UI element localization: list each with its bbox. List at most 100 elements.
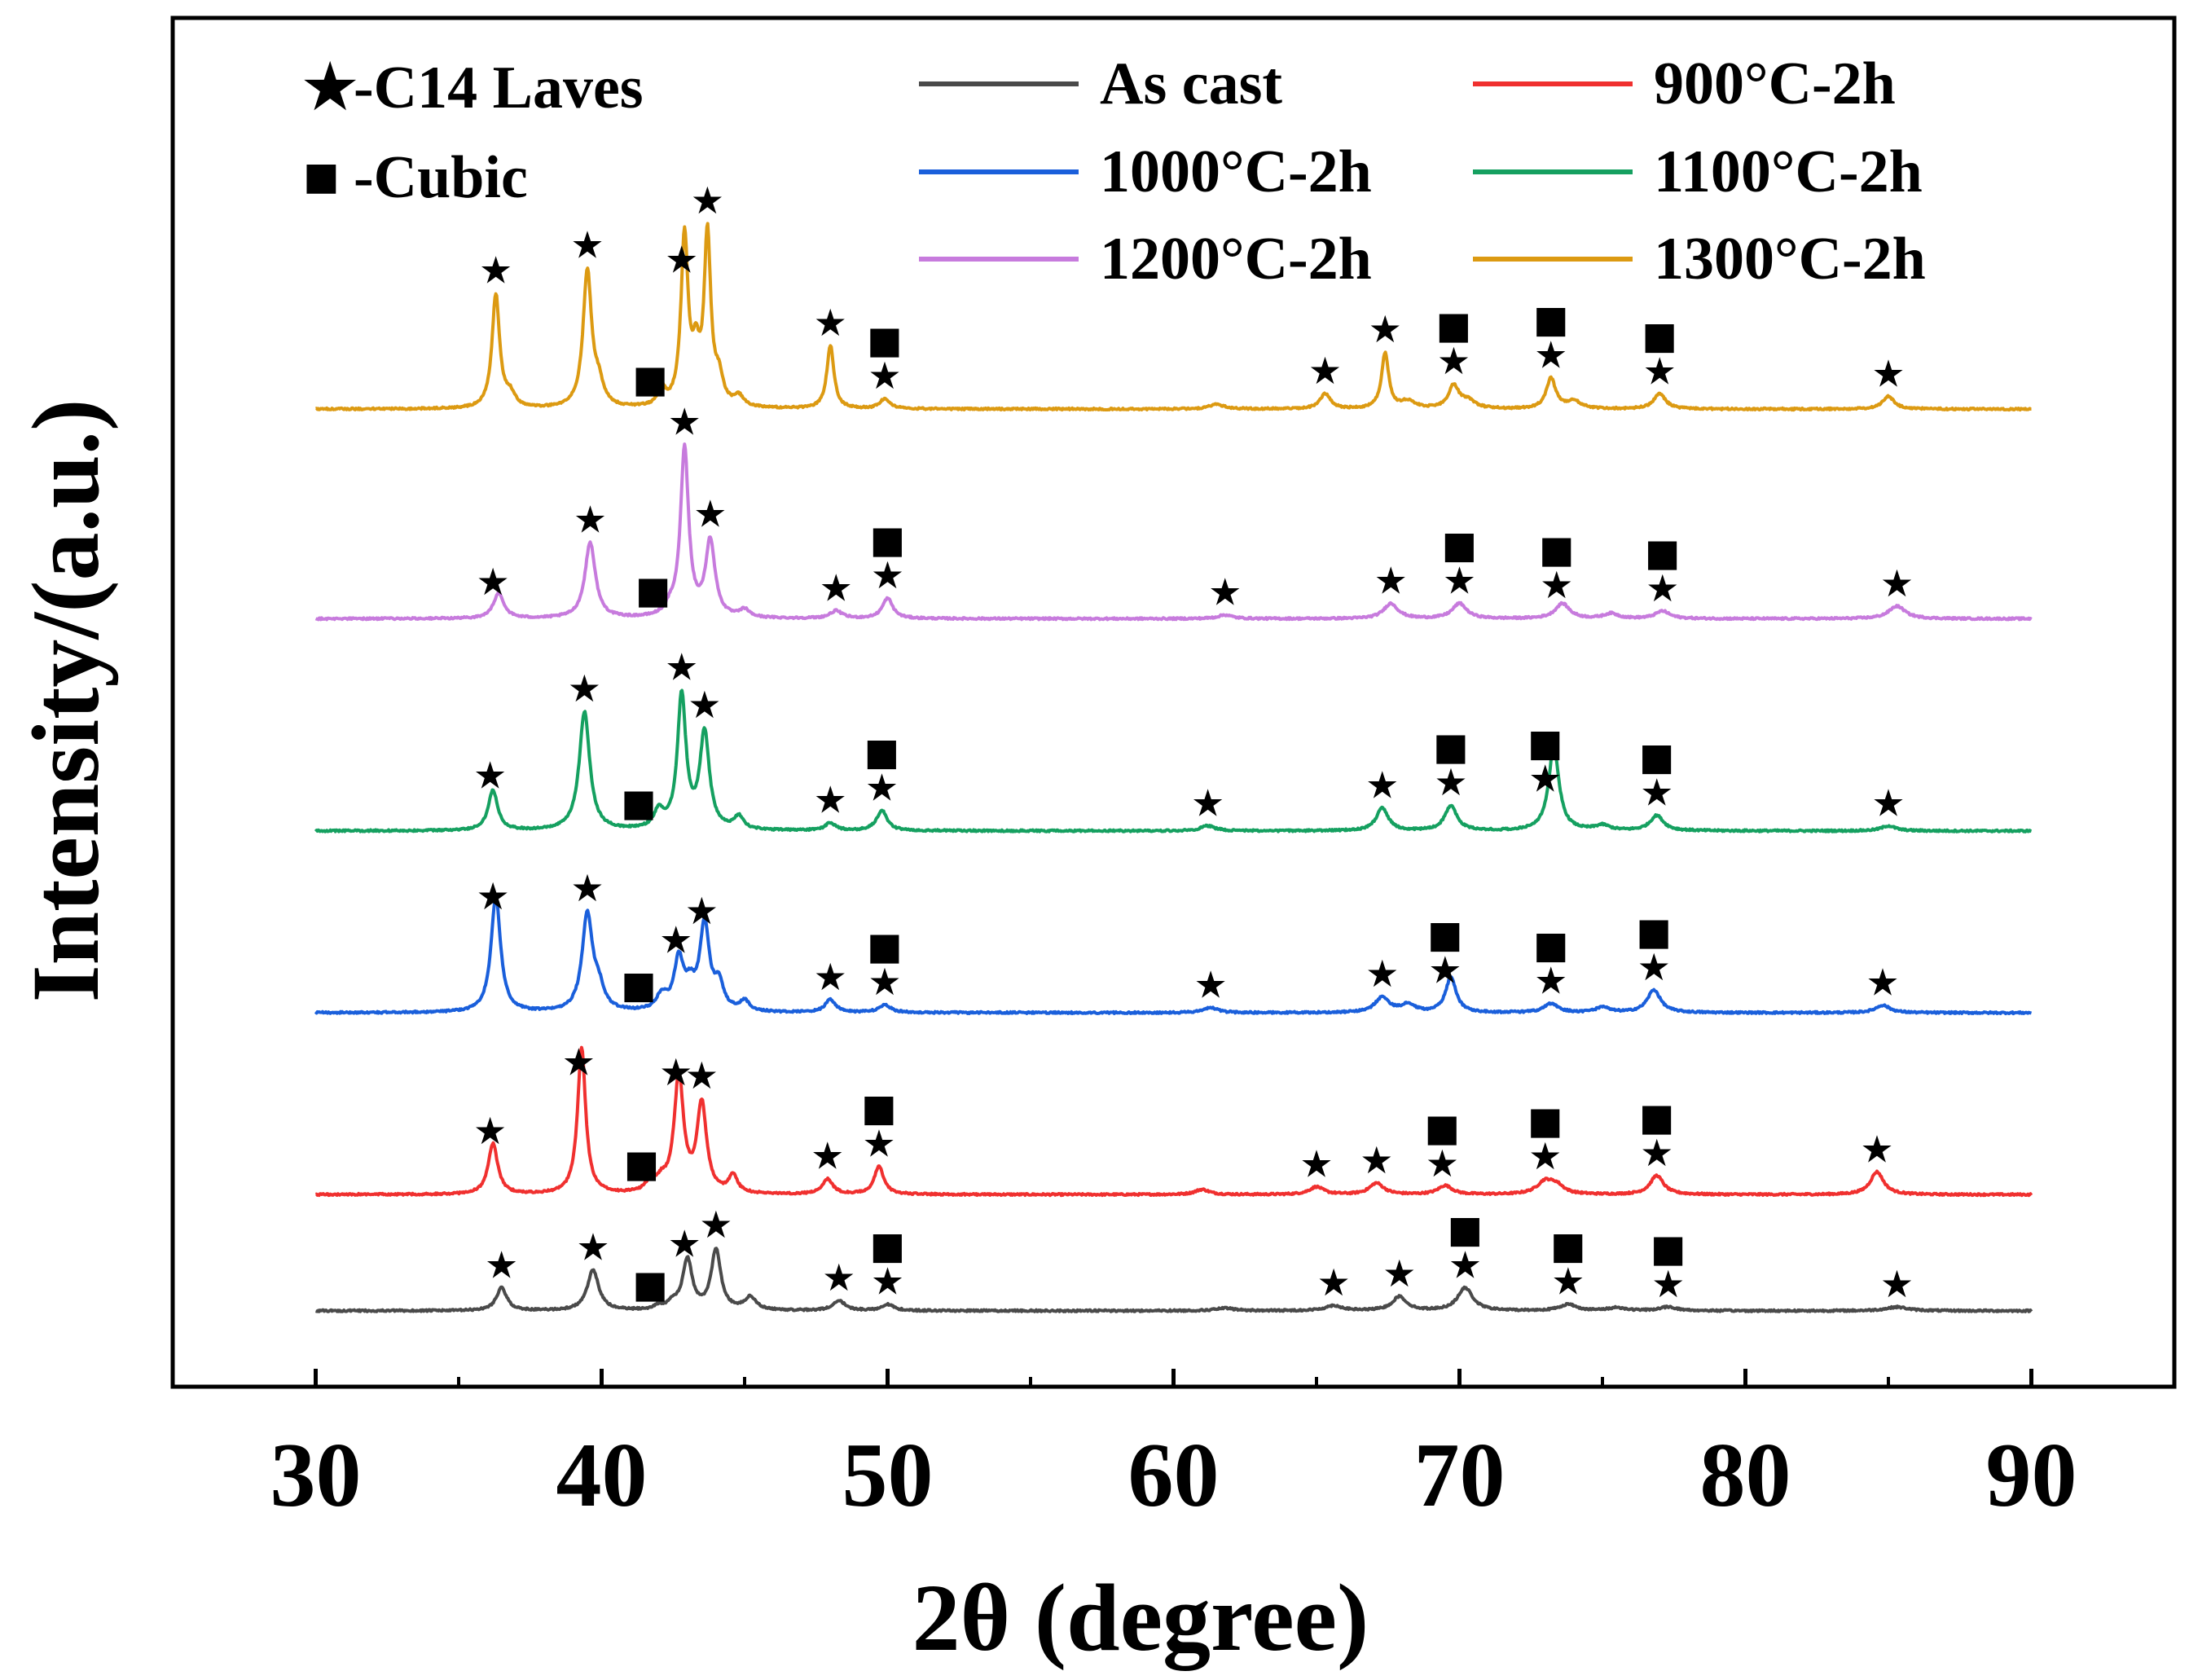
- c14-laves-marker-icon: ★: [1651, 1262, 1685, 1306]
- legend-label-900: 900°C-2h: [1654, 51, 1896, 117]
- c14-laves-marker-icon: ★: [1640, 771, 1673, 815]
- x-tick-label: 40: [556, 1425, 648, 1526]
- c14-laves-marker-icon: ★: [693, 492, 727, 536]
- c14-laves-marker-icon: ★: [871, 553, 904, 597]
- c14-laves-marker-icon: ★: [1369, 307, 1402, 351]
- c14-laves-marker-icon: ★: [1534, 959, 1567, 1003]
- c14-laves-marker-icon: ★: [1448, 1243, 1482, 1287]
- cubic-marker-icon: ■: [632, 357, 667, 401]
- cubic-marker-icon: ■: [621, 963, 656, 1007]
- c14-laves-marker-icon: ★: [688, 683, 721, 727]
- cubic-marker-icon: ■: [1425, 1106, 1460, 1150]
- phase-marker-layer: ★ ★■★★★ ★■★ ★ ★■★■★■★★★■★★★ ★■★ ★ ★■★■★■★★ ★■★★★…: [473, 178, 1914, 1306]
- plot-frame: [170, 15, 2177, 1389]
- cubic-marker-icon: ■: [1436, 303, 1471, 347]
- c14-laves-marker-icon: ★: [1316, 1260, 1350, 1304]
- c14-laves-marker-icon: ★: [811, 1134, 844, 1178]
- c14-laves-marker-icon: ★: [473, 753, 507, 797]
- c14-laves-marker-icon: ★: [1299, 1142, 1333, 1186]
- c14-laves-marker-icon: ★: [1360, 1138, 1393, 1182]
- series-line-1200: [314, 442, 2033, 622]
- c14-laves-marker-icon: ★: [665, 237, 698, 281]
- c14-laves-marker-icon: ★: [668, 400, 701, 444]
- cubic-marker-icon: ■: [870, 1224, 905, 1268]
- x-tick-label: 50: [842, 1425, 934, 1526]
- c14-laves-marker-icon: ★: [473, 1109, 507, 1153]
- c14-laves-marker-icon: ★: [568, 666, 601, 710]
- series-line-as-cast: [314, 1247, 2033, 1313]
- c14-laves-marker-icon: ★: [685, 1053, 719, 1097]
- series-layer: [314, 222, 2033, 1313]
- c14-laves-marker-icon: ★: [685, 889, 719, 933]
- c14-laves-marker-icon: ★: [1860, 1127, 1893, 1171]
- c14-laves-marker-icon: ★: [1528, 1134, 1562, 1178]
- c14-laves-marker-icon: ★: [1365, 763, 1399, 807]
- c14-laves-marker-icon: ★: [691, 178, 724, 222]
- cubic-marker-icon: ■: [1533, 923, 1568, 967]
- cubic-marker-icon: ■: [1433, 724, 1468, 768]
- x-tick-label: 80: [1700, 1425, 1791, 1526]
- series-line-1000: [314, 894, 2033, 1016]
- cubic-marker-icon: ■: [635, 568, 670, 612]
- c14-laves-marker-icon: ★: [1365, 952, 1399, 996]
- c14-laves-marker-icon: ★: [1640, 1131, 1673, 1175]
- cubic-marker-icon: ■: [1539, 527, 1574, 571]
- cubic-marker-icon: ■: [632, 1262, 667, 1306]
- x-tick-label: 30: [270, 1425, 362, 1526]
- c14-laves-marker-icon: ★: [1871, 352, 1905, 396]
- c14-laves-marker-icon: ★: [1374, 559, 1408, 603]
- x-tick-label: 60: [1128, 1425, 1220, 1526]
- legend-label-1000: 1000°C-2h: [1100, 139, 1372, 205]
- c14-laves-marker-icon: ★: [1551, 1260, 1585, 1304]
- c14-laves-marker-icon: ★: [562, 1040, 596, 1084]
- c14-laves-marker-icon: ★: [485, 1243, 518, 1287]
- legend-square-icon: ■: [303, 144, 340, 211]
- c14-laves-marker-icon: ★: [862, 1122, 895, 1166]
- c14-laves-marker-icon: ★: [699, 1203, 732, 1247]
- y-axis-title: Intensity/(a.u.): [12, 399, 119, 1003]
- x-tick-label: 70: [1414, 1425, 1505, 1526]
- x-tick-label: 90: [1986, 1425, 2077, 1526]
- series-line-900: [314, 1045, 2033, 1198]
- legend-label-as-cast: As cast: [1100, 51, 1282, 117]
- c14-laves-marker-icon: ★: [479, 248, 512, 292]
- c14-laves-marker-icon: ★: [1880, 561, 1914, 605]
- c14-laves-marker-icon: ★: [476, 874, 509, 918]
- cubic-marker-icon: ■: [864, 730, 899, 774]
- c14-laves-marker-icon: ★: [868, 960, 901, 1004]
- c14-laves-marker-icon: ★: [1437, 339, 1470, 383]
- legend-star-icon: ★: [303, 55, 357, 121]
- cubic-marker-icon: ■: [624, 1141, 659, 1185]
- c14-laves-marker-icon: ★: [1643, 349, 1677, 393]
- cubic-marker-icon: ■: [867, 318, 902, 362]
- c14-laves-marker-icon: ★: [1637, 945, 1671, 989]
- c14-laves-marker-icon: ★: [1646, 566, 1679, 610]
- c14-laves-marker-icon: ★: [576, 1225, 609, 1269]
- legend: ★ -C14 Laves ■ -Cubic As cast 900°C-2h 1…: [303, 51, 1926, 292]
- c14-laves-marker-icon: ★: [1540, 563, 1573, 607]
- c14-laves-marker-icon: ★: [659, 917, 692, 961]
- legend-label-1200: 1200°C-2h: [1100, 226, 1372, 292]
- cubic-marker-icon: ■: [870, 517, 905, 561]
- cubic-marker-icon: ■: [1442, 522, 1477, 566]
- c14-laves-marker-icon: ★: [570, 223, 604, 267]
- cubic-marker-icon: ■: [1639, 735, 1674, 779]
- c14-laves-marker-icon: ★: [1880, 1262, 1914, 1306]
- c14-laves-marker-icon: ★: [665, 645, 698, 689]
- legend-cubic-label: -Cubic: [354, 144, 528, 211]
- c14-laves-marker-icon: ★: [865, 766, 899, 810]
- c14-laves-marker-icon: ★: [1191, 781, 1224, 825]
- series-line-1300: [314, 222, 2033, 412]
- c14-laves-marker-icon: ★: [1208, 570, 1242, 614]
- legend-label-1100: 1100°C-2h: [1654, 139, 1923, 205]
- c14-laves-marker-icon: ★: [1428, 948, 1462, 992]
- cubic-marker-icon: ■: [1427, 912, 1462, 956]
- x-axis: 30 40 50 60 70 80 90: [270, 1369, 2077, 1526]
- cubic-marker-icon: ■: [621, 781, 656, 825]
- c14-laves-marker-icon: ★: [659, 1050, 692, 1094]
- cubic-marker-icon: ■: [1645, 530, 1680, 574]
- c14-laves-marker-icon: ★: [1534, 332, 1567, 376]
- legend-c14-laves-label: -C14 Laves: [354, 55, 644, 121]
